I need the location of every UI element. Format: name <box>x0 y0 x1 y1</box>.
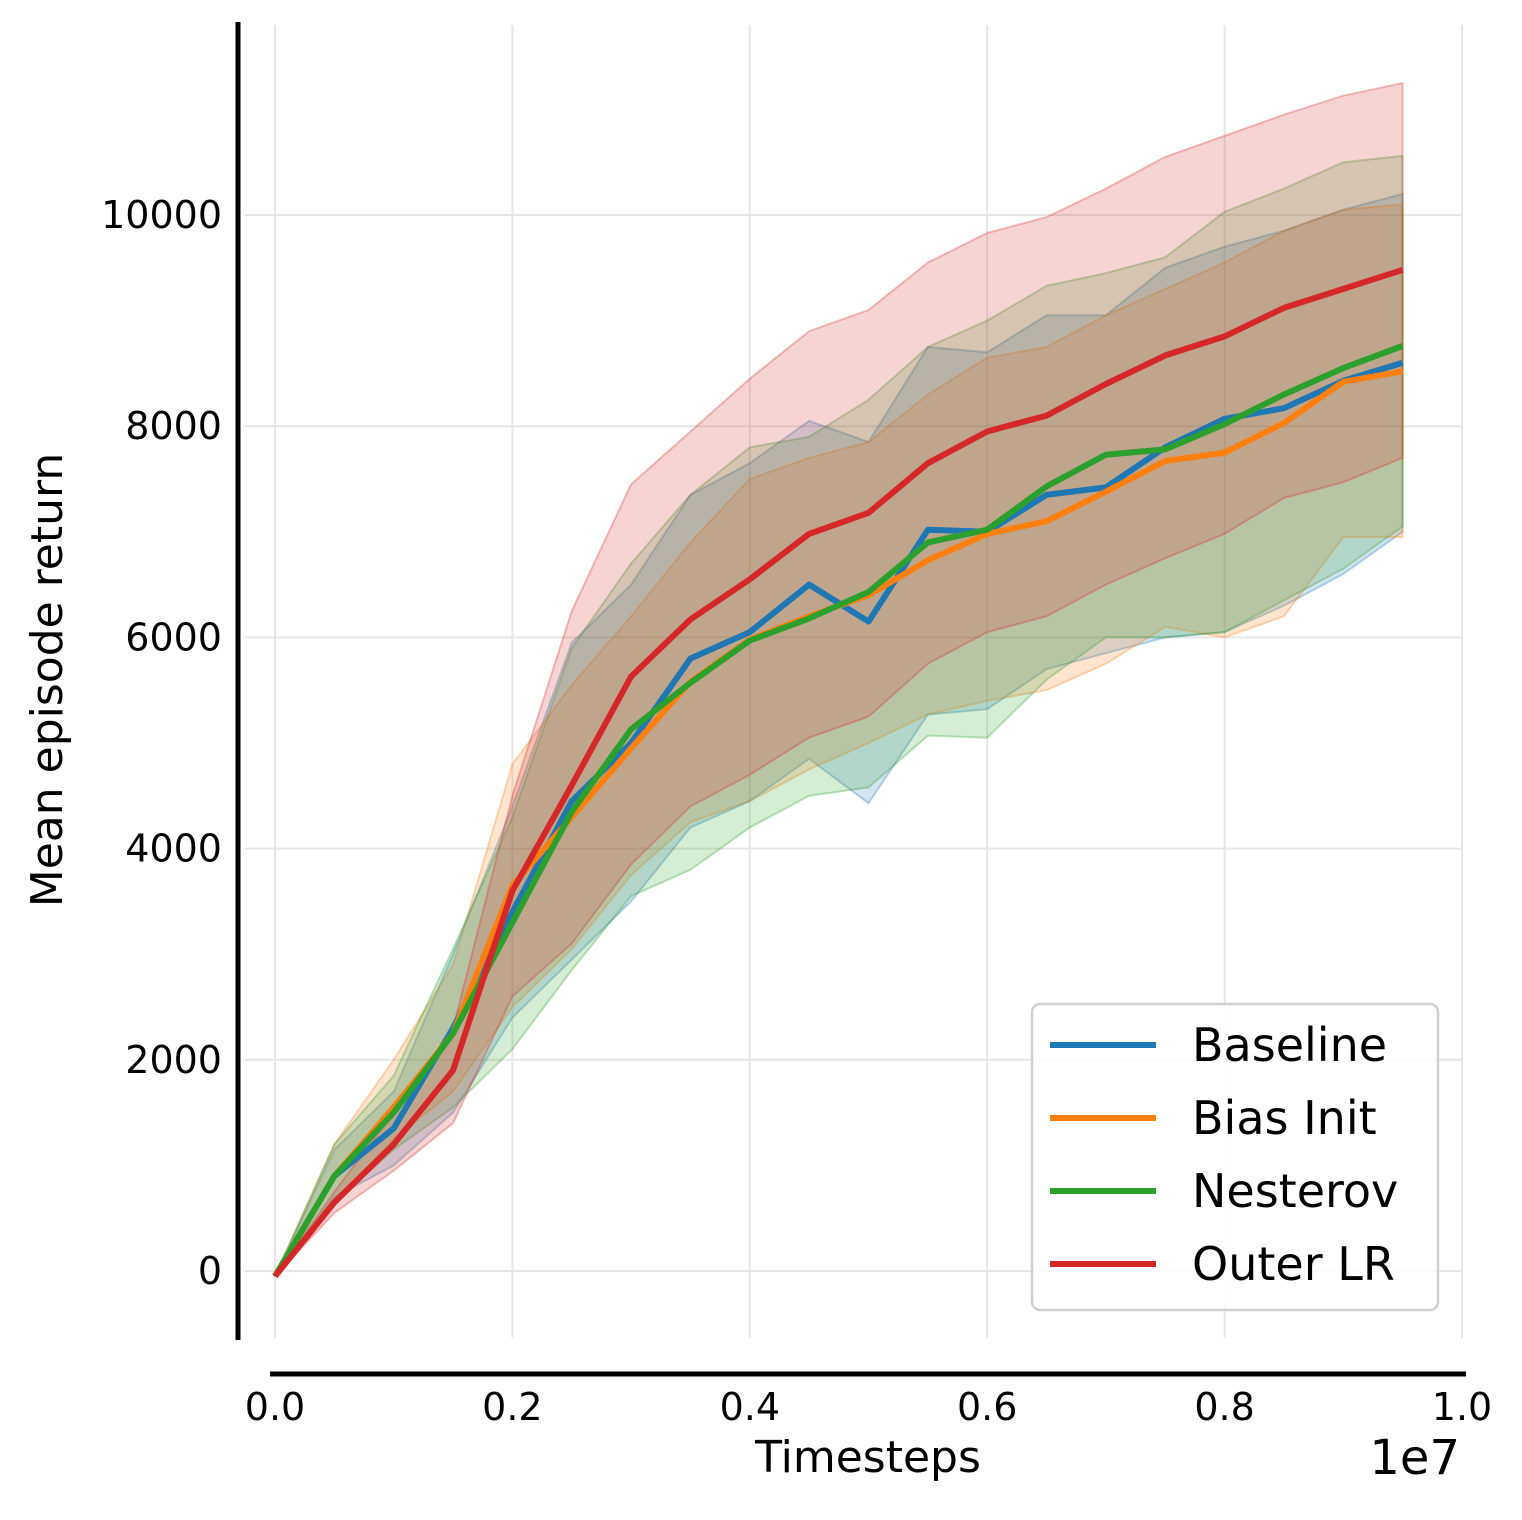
legend-label: Bias Init <box>1192 1091 1377 1145</box>
x-tick-label: 0.4 <box>720 1385 780 1429</box>
y-tick-label: 6000 <box>125 615 222 659</box>
x-axis-label: Timesteps <box>754 1432 981 1483</box>
legend-label: Outer LR <box>1192 1237 1395 1291</box>
y-tick-label: 4000 <box>125 827 222 871</box>
grid <box>245 25 1463 1338</box>
y-tick-label: 0 <box>198 1249 222 1293</box>
y-tick-label: 10000 <box>101 193 222 237</box>
legend-frame <box>1030 1002 1440 1312</box>
y-tick-label: 2000 <box>125 1038 222 1082</box>
series-line-nesterov <box>272 343 1404 1278</box>
x-axis-offset-label: 1e7 <box>1369 1430 1460 1486</box>
legend-label: Baseline <box>1192 1018 1387 1072</box>
axes <box>235 22 1466 1377</box>
x-tick-label: 1.0 <box>1432 1385 1492 1429</box>
y-tick-label: 8000 <box>125 404 222 448</box>
series-lines <box>272 267 1404 1279</box>
tick-labels: 0.0 0.2 0.4 0.6 0.8 1.0 0 2000 4000 6000 8000 10000 <box>101 193 1492 1429</box>
band-nesterov <box>274 154 1404 1277</box>
x-tick-label: 0.0 <box>245 1385 305 1429</box>
legend: Baseline Bias Init Nesterov Outer LR <box>1030 1002 1440 1312</box>
y-axis-label: Mean episode return <box>22 453 73 907</box>
legend-label: Nesterov <box>1192 1164 1398 1218</box>
x-tick-label: 0.2 <box>482 1385 542 1429</box>
x-tick-label: 0.8 <box>1194 1385 1254 1429</box>
confidence-bands <box>274 81 1404 1277</box>
x-tick-label: 0.6 <box>957 1385 1017 1429</box>
band-bias-init <box>274 203 1404 1277</box>
series-line-outer-lr <box>272 267 1404 1279</box>
